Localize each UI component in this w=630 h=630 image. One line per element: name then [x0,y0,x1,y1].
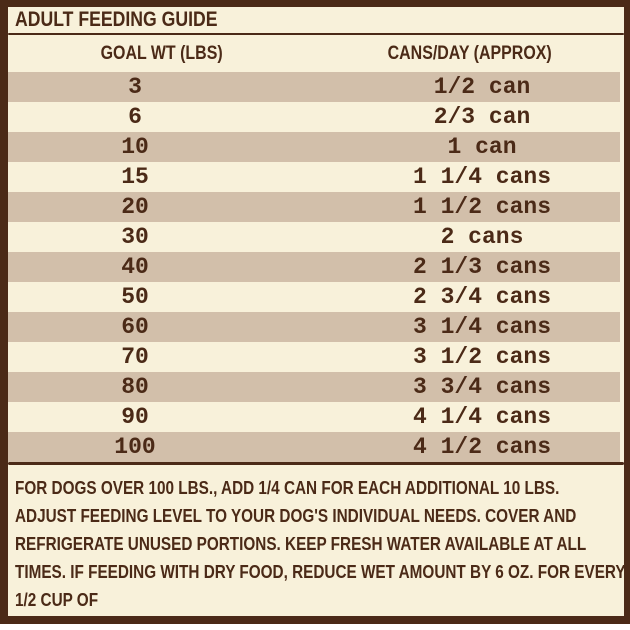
cans-per-day-value: 1 1/2 cans [412,194,552,220]
goal-weight-value: 6 [128,104,142,130]
table-row: 100 4 1/2 cans [8,432,620,462]
cans-per-day-value: 2/3 can [433,104,531,130]
goal-weight-value: 60 [121,314,149,340]
table-header: GOAL WT (LBS) CANS/DAY (APPROX) [8,35,624,72]
footer-note: FOR DOGS OVER 100 LBS., ADD 1/4 CAN FOR … [8,465,626,614]
goal-weight-value: 40 [121,254,149,280]
table-row: 30 2 cans [8,222,620,252]
cans-per-day-value: 2 3/4 cans [412,284,552,310]
goal-weight-value: 3 [128,74,142,100]
footer-line: ADJUST FEEDING LEVEL TO YOUR DOG'S INDIV… [15,506,577,526]
cans-per-day-value: 3 1/2 cans [412,344,552,370]
cans-per-day-value: 2 1/3 cans [412,254,552,280]
cans-per-day-value: 1 1/4 cans [412,164,552,190]
table-row: 90 4 1/4 cans [8,402,620,432]
feeding-table: 3 1/2 can 6 2/3 can 10 1 can 15 1 1/4 ca… [8,72,620,462]
column-header-goal-weight: GOAL WT (LBS) [8,43,316,65]
footer-line: FOR DOGS OVER 100 LBS., ADD 1/4 CAN FOR … [15,478,560,498]
table-row: 40 2 1/3 cans [8,252,620,282]
cans-per-day-value: 3 1/4 cans [412,314,552,340]
column-header-goal-weight-label: GOAL WT (LBS) [100,42,224,64]
table-row: 60 3 1/4 cans [8,312,620,342]
goal-weight-value: 15 [121,164,149,190]
cans-per-day-value: 1 can [447,134,517,160]
column-header-cans-per-day-label: CANS/DAY (APPROX) [387,42,553,64]
column-header-cans-per-day: CANS/DAY (APPROX) [316,43,624,65]
goal-weight-value: 100 [114,434,156,460]
footer-line: REFRIGERATE UNUSED PORTIONS. KEEP FRESH … [15,534,587,554]
cans-per-day-value: 4 1/4 cans [412,404,552,430]
table-row: 20 1 1/2 cans [8,192,620,222]
table-row: 6 2/3 can [8,102,620,132]
goal-weight-value: 80 [121,374,149,400]
page-title: ADULT FEEDING GUIDE [15,8,218,31]
table-row: 3 1/2 can [8,72,620,102]
table-row: 80 3 3/4 cans [8,372,620,402]
table-row: 70 3 1/2 cans [8,342,620,372]
goal-weight-value: 90 [121,404,149,430]
title-bar: ADULT FEEDING GUIDE [8,7,624,33]
table-row: 50 2 3/4 cans [8,282,620,312]
title-divider [8,33,624,35]
cans-per-day-value: 3 3/4 cans [412,374,552,400]
goal-weight-value: 10 [121,134,149,160]
goal-weight-value: 30 [121,224,149,250]
cans-per-day-value: 2 cans [440,224,524,250]
goal-weight-value: 20 [121,194,149,220]
cans-per-day-value: 1/2 can [433,74,531,100]
cans-per-day-value: 4 1/2 cans [412,434,552,460]
table-divider [8,462,624,465]
goal-weight-value: 50 [121,284,149,310]
footer-line: 1/2 CUP OF [15,590,99,610]
table-row: 15 1 1/4 cans [8,162,620,192]
footer-line: TIMES. IF FEEDING WITH DRY FOOD, REDUCE … [15,562,626,582]
goal-weight-value: 70 [121,344,149,370]
table-row: 10 1 can [8,132,620,162]
